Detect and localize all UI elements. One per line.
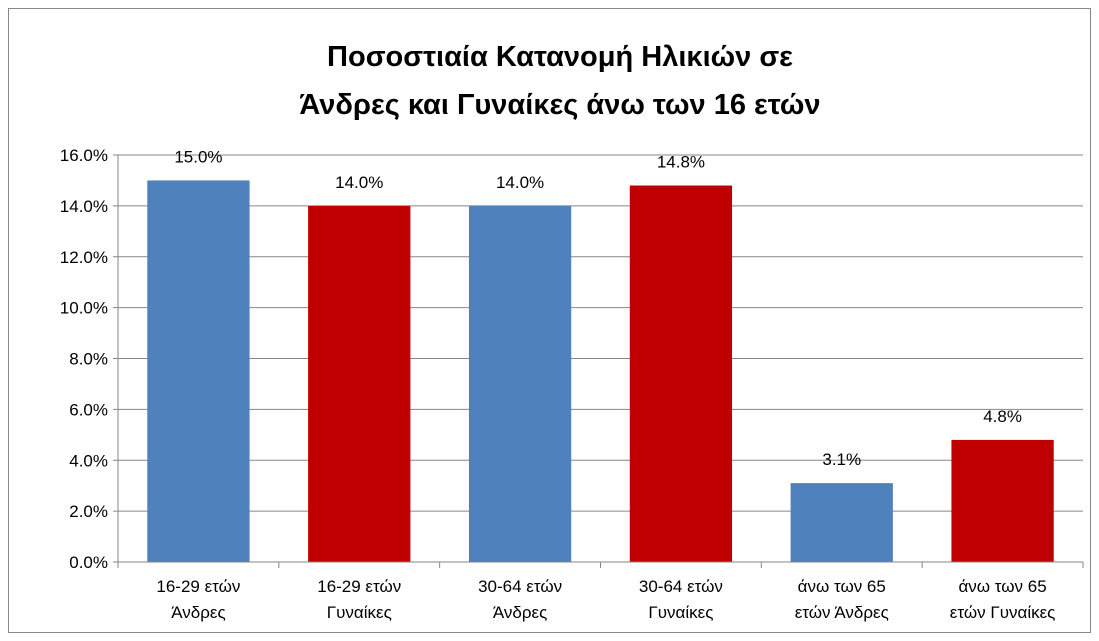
y-tick-label: 16.0% [60,146,108,165]
y-tick-label: 8.0% [69,350,108,369]
y-tick-label: 0.0% [69,553,108,572]
y-tick-label: 4.0% [69,451,108,470]
y-tick-label: 12.0% [60,248,108,267]
bar [790,483,893,562]
bar [629,185,733,562]
data-label: 14.0% [496,173,544,192]
bar [468,205,572,562]
data-label: 3.1% [822,450,861,469]
bar [308,205,411,562]
data-label: 14.0% [335,173,383,192]
data-label: 14.8% [657,153,705,172]
y-tick-label: 2.0% [69,502,108,521]
y-tick-label: 14.0% [60,197,108,216]
x-tick-label: άνω των 65 ετών Γυναίκες [950,577,1056,622]
bar [147,180,250,562]
y-tick-label: 6.0% [69,400,108,419]
x-tick-label: 30-64 ετών Γυναίκες [639,577,723,622]
x-tick-label: 16-29 ετών Γυναίκες [317,577,401,622]
x-tick-label: 30-64 ετών Άνδρες [478,577,562,622]
chart-title: Ποσοστιαία Κατανομή Ηλικιών σε Άνδρες και… [299,41,820,121]
x-tick-label: άνω των 65 ετών Άνδρες [795,577,889,622]
data-label: 4.8% [983,407,1022,426]
data-label: 15.0% [174,147,222,166]
x-tick-label: 16-29 ετών Άνδρες [156,577,240,622]
y-tick-label: 10.0% [60,299,108,318]
bar [951,439,1054,562]
